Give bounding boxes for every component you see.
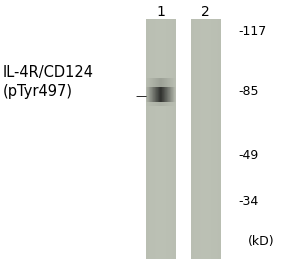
Text: -34: -34 bbox=[238, 195, 259, 208]
Text: —: — bbox=[135, 91, 146, 101]
Text: (kD): (kD) bbox=[248, 235, 274, 248]
Text: 1: 1 bbox=[156, 5, 165, 19]
Text: 2: 2 bbox=[201, 5, 210, 19]
Text: -85: -85 bbox=[238, 85, 259, 98]
Text: IL-4R/CD124: IL-4R/CD124 bbox=[3, 65, 94, 80]
Text: -117: -117 bbox=[238, 25, 267, 38]
Text: -49: -49 bbox=[238, 149, 259, 162]
Text: (pTyr497): (pTyr497) bbox=[3, 84, 73, 99]
